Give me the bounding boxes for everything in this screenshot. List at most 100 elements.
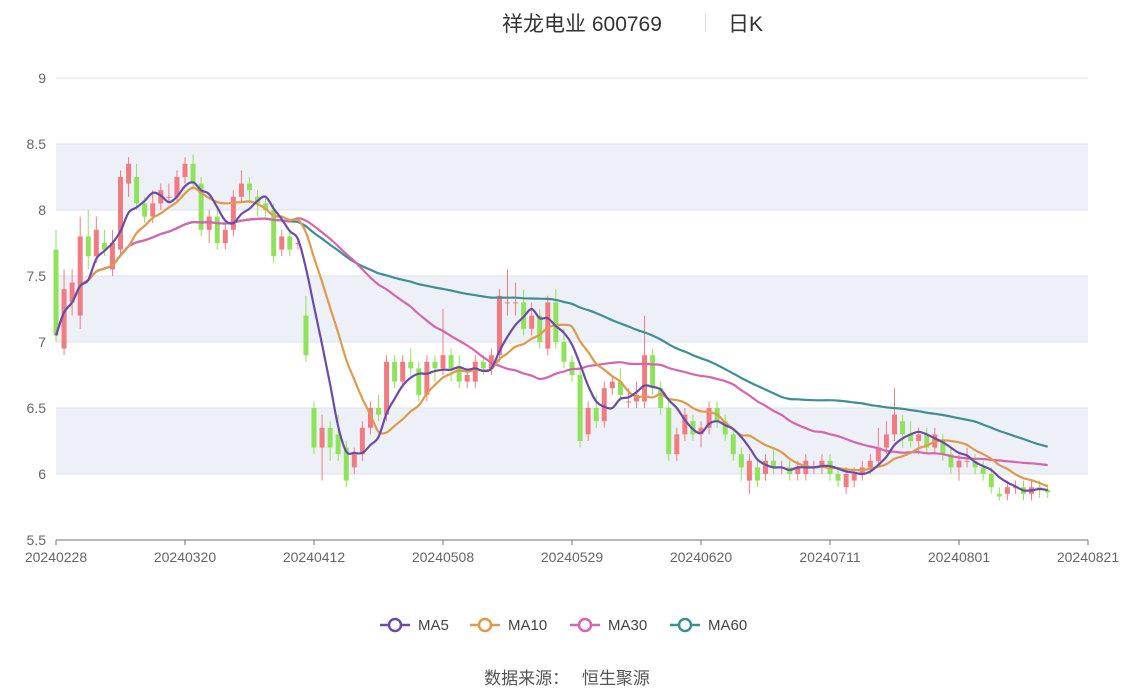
chart-title: 祥龙电业 600769 日K xyxy=(0,8,1134,38)
candle-body xyxy=(77,236,83,316)
candle xyxy=(287,229,293,257)
candle-body xyxy=(746,460,752,481)
candle-body xyxy=(496,295,502,356)
plot-band xyxy=(56,276,1088,342)
candle-body xyxy=(271,210,277,257)
y-tick-label: 5.5 xyxy=(27,532,47,548)
candle-body xyxy=(601,388,607,422)
candle-body xyxy=(448,355,454,369)
candle-body xyxy=(190,163,196,184)
candle-body xyxy=(980,467,986,474)
ma10-line xyxy=(54,186,1049,488)
candle xyxy=(359,421,365,461)
candle xyxy=(900,414,906,448)
candle-body xyxy=(400,361,406,382)
candle-body xyxy=(617,381,623,395)
candle-body xyxy=(142,203,148,217)
candle xyxy=(126,157,132,197)
candle xyxy=(319,414,325,481)
y-axis: 5.5 6 6.5 7 7.5 8 8.5 9 xyxy=(27,70,47,548)
candle xyxy=(432,355,438,382)
candle xyxy=(408,348,414,375)
candle xyxy=(658,381,664,415)
legend-item-ma30[interactable]: MA30 xyxy=(570,617,647,634)
candle-body xyxy=(150,203,156,217)
candle-body xyxy=(287,236,293,250)
candle xyxy=(303,295,309,362)
candle-body xyxy=(835,474,841,481)
candle-body xyxy=(763,460,768,474)
candle-body xyxy=(214,216,220,243)
candle-body xyxy=(279,236,285,250)
candle-body xyxy=(440,355,446,369)
candle-body xyxy=(174,177,180,197)
candle-body xyxy=(101,243,107,250)
legend-item-ma60[interactable]: MA60 xyxy=(670,617,747,634)
candle-body xyxy=(359,427,365,455)
candle xyxy=(585,401,591,441)
candle-body xyxy=(456,368,462,382)
candle-body xyxy=(480,361,486,369)
candle-body xyxy=(384,361,390,415)
candle-body xyxy=(883,434,889,448)
candle-body xyxy=(795,467,801,474)
legend: MA5 MA10 MA30 MA60 xyxy=(380,617,747,634)
ma30-line xyxy=(54,217,1048,467)
candle-body xyxy=(948,454,954,468)
candle-body xyxy=(93,229,99,257)
candle xyxy=(537,309,543,349)
data-source-label: 数据来源： xyxy=(484,669,570,688)
candle xyxy=(367,401,373,435)
candle-body xyxy=(964,460,970,462)
candle-body xyxy=(698,427,704,435)
candle xyxy=(561,328,567,369)
candle-body xyxy=(367,408,373,428)
candle xyxy=(376,394,381,422)
candle-body xyxy=(85,236,91,257)
candle-body xyxy=(416,368,422,395)
candle-body xyxy=(53,249,59,336)
candle-body xyxy=(109,243,115,270)
candle xyxy=(343,441,349,488)
candle xyxy=(440,309,446,375)
x-tick-label: 20240412 xyxy=(283,549,346,565)
candle xyxy=(190,154,196,191)
candle xyxy=(545,295,551,356)
legend-item-ma10[interactable]: MA10 xyxy=(470,617,547,634)
candle-body xyxy=(996,493,1002,497)
candle xyxy=(472,355,478,389)
candle-body xyxy=(376,408,381,415)
candle xyxy=(892,388,897,441)
candle xyxy=(666,401,672,461)
legend-marker xyxy=(477,617,493,633)
candle-body xyxy=(585,408,591,435)
candle xyxy=(327,421,333,461)
x-tick-label: 20240508 xyxy=(412,549,475,565)
candle xyxy=(505,269,510,316)
candle-body xyxy=(1045,489,1051,493)
title-separator xyxy=(705,14,706,32)
candle-body xyxy=(940,441,946,455)
candle xyxy=(198,177,204,237)
x-tick-label: 20240320 xyxy=(154,549,217,565)
candle-body xyxy=(924,434,930,448)
candle xyxy=(109,229,115,276)
candle-body xyxy=(335,434,341,455)
candle-body xyxy=(908,434,914,441)
candle-body xyxy=(1004,487,1010,494)
candle xyxy=(230,190,236,237)
legend-marker xyxy=(387,617,403,633)
candle xyxy=(400,355,406,389)
candle-body xyxy=(166,196,172,198)
candle-body xyxy=(230,196,236,230)
candle xyxy=(730,427,736,461)
candle-body xyxy=(771,460,777,468)
candle-body xyxy=(69,282,75,303)
data-source: 数据来源： 恒生聚源 xyxy=(0,664,1134,689)
legend-item-ma5[interactable]: MA5 xyxy=(380,617,449,634)
legend-label: MA60 xyxy=(708,617,747,634)
y-tick-label: 7 xyxy=(38,334,46,350)
candle-body xyxy=(666,408,672,455)
candle-body xyxy=(867,460,873,468)
candle-body xyxy=(634,394,639,402)
